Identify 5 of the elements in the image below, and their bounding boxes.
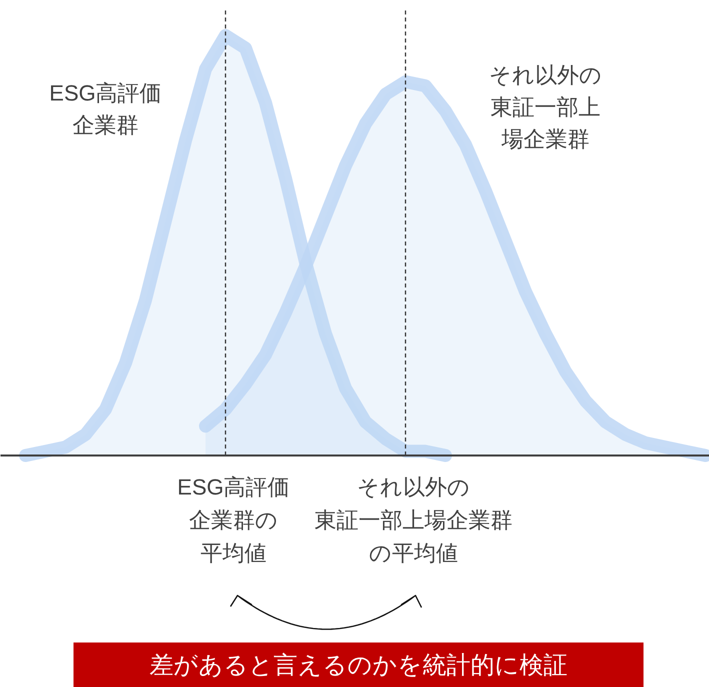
series-label: ESG高評価企業群 [49,80,162,138]
text: それ以外の東証一部上場企業群の平均値 [314,474,512,566]
text: 差があると言えるのかを統計的に検証 [150,652,568,679]
series-label: それ以外の東証一部上場企業群 [489,62,602,152]
text: ESG高評価企業群の平均値 [177,474,290,566]
